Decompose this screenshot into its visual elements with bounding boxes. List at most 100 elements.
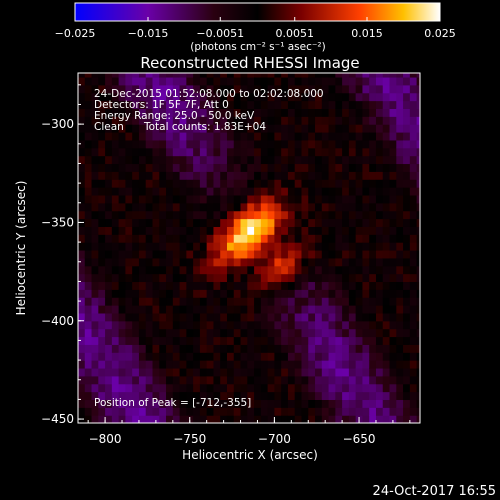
heatmap-cell (274, 163, 282, 172)
heatmap-cell (226, 194, 235, 204)
heatmap-cell (369, 415, 377, 423)
heatmap-cell (179, 312, 187, 322)
heatmap-cell (321, 305, 330, 314)
heatmap-cell (111, 375, 120, 385)
heatmap-cell (247, 116, 255, 125)
heatmap-cell (348, 194, 357, 204)
annotation-energy: Energy Range: 25.0 - 50.0 keV (94, 110, 255, 122)
heatmap-cell (84, 391, 93, 401)
heatmap-cell (179, 305, 187, 314)
heatmap-cell (118, 100, 126, 109)
heatmap-cell (355, 242, 364, 251)
heatmap-cell (267, 360, 275, 369)
heatmap-cell (172, 226, 181, 235)
heatmap-cell (138, 297, 147, 306)
heatmap-cell (247, 131, 255, 141)
colorbar-tick-label: 0.025 (424, 27, 456, 40)
heatmap-cell (267, 187, 275, 196)
heatmap-cell (416, 155, 420, 165)
heatmap-cell (166, 399, 174, 408)
heatmap-cell (315, 273, 323, 283)
heatmap-cell (220, 234, 228, 243)
heatmap-cell (84, 265, 93, 275)
heatmap-cell (403, 187, 411, 196)
heatmap-cell (348, 100, 357, 109)
heatmap-cell (382, 131, 391, 141)
heatmap-cell (220, 289, 228, 298)
heatmap-cell (375, 131, 384, 141)
heatmap-cell (342, 139, 350, 149)
heatmap-cell (111, 249, 120, 259)
heatmap-cell (267, 163, 275, 172)
heatmap-cell (389, 84, 397, 94)
heatmap-cell (281, 281, 289, 290)
heatmap-cell (226, 147, 235, 157)
heatmap-cell (274, 273, 282, 283)
heatmap-cell (206, 100, 215, 109)
heatmap-cell (362, 116, 370, 125)
heatmap-cell (274, 320, 282, 330)
heatmap-cell (274, 179, 282, 188)
heatmap-cell (281, 116, 289, 125)
heatmap-cell (321, 360, 330, 369)
heatmap-cell (186, 328, 194, 338)
heatmap-cell (179, 84, 187, 94)
heatmap-cell (416, 320, 420, 330)
heatmap-cell (328, 375, 336, 385)
heatmap-cell (416, 226, 420, 235)
heatmap-cell (213, 84, 221, 94)
heatmap-cell (308, 320, 316, 330)
heatmap-cell (78, 289, 86, 298)
heatmap-cell (281, 100, 289, 109)
heatmap-cell (281, 155, 289, 165)
heatmap-cell (152, 210, 160, 220)
heatmap-cell (152, 273, 160, 283)
heatmap-cell (321, 375, 330, 385)
heatmap-cell (355, 139, 364, 149)
y-tick-label: −400 (41, 314, 74, 328)
heatmap-cell (145, 210, 154, 220)
heatmap-cell (382, 391, 391, 401)
heatmap-cell (382, 155, 391, 165)
heatmap-cell (267, 84, 275, 94)
heatmap-cell (145, 375, 154, 385)
heatmap-cell (321, 249, 330, 259)
heatmap-cell (226, 226, 235, 235)
heatmap-cell (328, 218, 336, 227)
heatmap-cell (172, 76, 181, 86)
heatmap-cell (118, 139, 126, 149)
heatmap-cell (199, 312, 208, 322)
heatmap-cell (355, 407, 364, 416)
heatmap-cell (145, 76, 154, 86)
heatmap-cell (274, 187, 282, 196)
heatmap-cell (159, 289, 167, 298)
heatmap-cell (294, 336, 303, 345)
heatmap-cell (267, 257, 275, 267)
heatmap-cell (389, 360, 397, 369)
heatmap-cell (328, 257, 336, 267)
heatmap-cell (403, 92, 411, 102)
heatmap-cell (199, 367, 208, 377)
heatmap-cell (138, 367, 147, 377)
heatmap-cell (213, 336, 221, 345)
heatmap-cell (84, 226, 93, 235)
heatmap-cell (132, 383, 140, 393)
heatmap-cell (247, 163, 255, 172)
heatmap-cell (138, 375, 147, 385)
heatmap-cell (328, 320, 336, 330)
heatmap-cell (118, 163, 126, 172)
heatmap-cell (355, 179, 364, 188)
heatmap-cell (342, 320, 350, 330)
heatmap-cell (274, 84, 282, 94)
heatmap-cell (206, 320, 215, 330)
y-tick-label: −350 (41, 215, 74, 229)
heatmap-cell (84, 249, 93, 259)
heatmap-cell (105, 139, 113, 149)
heatmap-cell (186, 312, 194, 322)
heatmap-cell (254, 179, 262, 188)
heatmap-cell (281, 297, 289, 306)
heatmap-cell (247, 344, 255, 353)
heatmap-cell (294, 100, 303, 109)
heatmap-cell (105, 218, 113, 227)
heatmap-cell (226, 257, 235, 267)
